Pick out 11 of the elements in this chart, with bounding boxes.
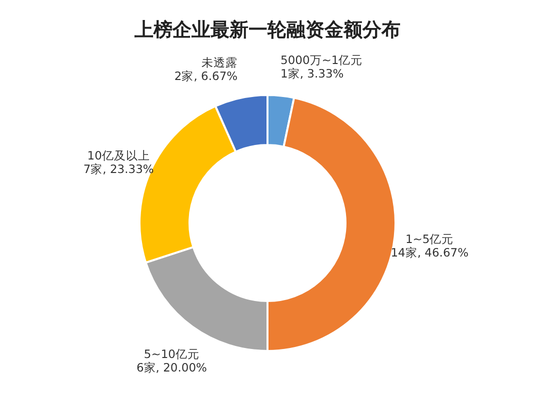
data-label: 1家, 3.33% [280, 66, 344, 80]
slice-label: 10亿及以上 [87, 148, 150, 163]
chart-title: 上榜企业最新一轮融资金额分布 [134, 19, 400, 41]
data-label: 6家, 20.00% [136, 360, 207, 374]
slice-label: 未透露 [202, 56, 238, 70]
slice-label: 5~10亿元 [144, 346, 200, 361]
slice-label: 5000万~1亿元 [280, 52, 363, 67]
slice-label: 1~5亿元 [405, 232, 454, 246]
data-label: 14家, 46.67% [390, 246, 469, 260]
data-label: 2家, 6.67% [174, 69, 238, 84]
data-label: 7家, 23.33% [83, 162, 154, 176]
